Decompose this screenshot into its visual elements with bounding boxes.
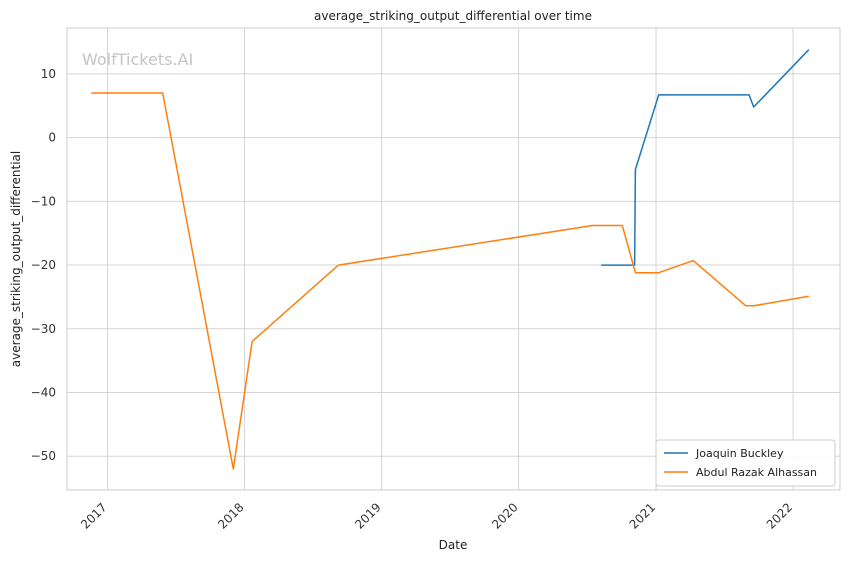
y-tick-labels: 10 0 −10 −20 −30 −40 −50 (31, 67, 56, 463)
y-tick-label: 0 (48, 131, 56, 145)
y-tick-label: −20 (31, 258, 56, 272)
y-tick-label: 10 (41, 67, 56, 81)
plot-area (67, 28, 840, 490)
series-line-abdul-razak-alhassan (91, 92, 809, 470)
x-tick-label: 2018 (215, 500, 246, 531)
x-axis-label: Date (439, 538, 468, 552)
series-line-joaquin-buckley (601, 49, 810, 266)
y-tick-label: −30 (31, 322, 56, 336)
x-tick-label: 2020 (489, 500, 520, 531)
x-tick-labels: 2017 2018 2019 2020 2021 2022 (78, 500, 795, 531)
plot-frame (66, 27, 841, 491)
legend-label-abdul-razak-alhassan: Abdul Razak Alhassan (696, 466, 817, 479)
y-tick-label: −50 (31, 449, 56, 463)
legend-label-joaquin-buckley: Joaquin Buckley (695, 447, 784, 460)
x-tick-label: 2021 (627, 500, 658, 531)
y-axis-label: average_striking_output_differential (9, 151, 23, 367)
x-tick-label: 2022 (764, 500, 795, 531)
y-tick-label: −10 (31, 194, 56, 208)
x-tick-label: 2019 (352, 500, 383, 531)
chart-title: average_striking_output_differential ove… (314, 9, 592, 23)
x-tick-label: 2017 (78, 500, 109, 531)
series-lines (91, 49, 810, 470)
legend: Joaquin Buckley Abdul Razak Alhassan (655, 439, 836, 487)
y-tick-label: −40 (31, 386, 56, 400)
legend-box (655, 439, 836, 487)
watermark: WolfTickets.AI (82, 50, 193, 69)
